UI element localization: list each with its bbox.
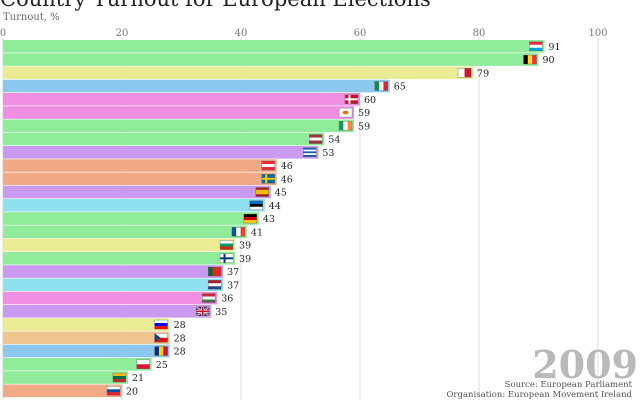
flag-icon <box>106 386 121 396</box>
bar-value-label: 37 <box>227 280 239 291</box>
bar-value-label: 65 <box>394 82 406 93</box>
flag-icon <box>344 94 359 105</box>
bar-value-label: 90 <box>543 55 555 66</box>
bar-value-label: 59 <box>358 108 370 119</box>
flag-icon <box>201 293 216 303</box>
bar-value-label: 35 <box>215 307 227 318</box>
bar-france <box>3 225 247 239</box>
bar-italy <box>3 79 390 93</box>
flag-icon <box>261 174 275 184</box>
year-label: 2009 <box>532 342 638 387</box>
x-tick-label: 80 <box>473 28 486 39</box>
bar-value-label: 39 <box>239 254 251 265</box>
flag-icon <box>231 227 246 237</box>
flag-icon <box>154 319 168 330</box>
bar-value-label: 36 <box>221 294 233 305</box>
bar-portugal <box>3 265 224 278</box>
bar-value-label: 28 <box>174 320 186 331</box>
flag-icon <box>457 68 472 78</box>
bar-value-label: 60 <box>364 95 376 106</box>
bar-denmark <box>3 93 360 106</box>
bar-united-kingdom <box>3 305 212 318</box>
bar-value-label: 41 <box>251 227 263 238</box>
bar-value-label: 37 <box>227 267 239 278</box>
bar-value-label: 46 <box>281 174 293 185</box>
bar-value-label: 59 <box>358 121 370 132</box>
bar-luxembourg <box>3 40 545 53</box>
flag-icon <box>112 372 127 383</box>
chart-title: Country Turnout for European Elections <box>0 0 431 11</box>
bar-cyprus <box>3 106 355 119</box>
bar-belgium <box>3 53 539 66</box>
bar-malta <box>3 66 474 80</box>
bar-value-label: 21 <box>132 373 144 384</box>
bar-romania <box>3 344 170 358</box>
bar-greece <box>3 146 319 159</box>
flag-icon <box>207 266 222 277</box>
bar-value-label: 28 <box>174 333 186 344</box>
bar-value-label: 20 <box>126 386 138 397</box>
bar-hungary <box>3 291 218 305</box>
flag-icon <box>207 280 222 290</box>
bar-value-label: 28 <box>174 347 186 358</box>
flag-icon <box>338 121 353 131</box>
bar-germany <box>3 212 259 225</box>
flag-icon <box>374 81 388 91</box>
flag-icon <box>338 107 353 118</box>
flag-icon <box>249 200 264 211</box>
bar-value-label: 54 <box>328 135 340 146</box>
source-note: Source: European Parliament <box>504 380 632 390</box>
bar-bulgaria <box>3 238 236 252</box>
flag-icon <box>309 134 323 144</box>
flag-icon <box>255 187 269 197</box>
bar-value-label: 39 <box>239 241 251 252</box>
bar-slovenia <box>3 318 170 331</box>
bar-netherlands <box>3 278 224 292</box>
bar-ireland <box>3 119 355 133</box>
flag-icon <box>243 213 258 224</box>
bar-sweden <box>3 172 277 186</box>
bar-value-label: 43 <box>263 214 275 225</box>
bar-poland <box>3 358 152 371</box>
flag-icon <box>219 240 234 250</box>
flag-icon <box>523 54 537 65</box>
x-tick-label: 40 <box>235 28 248 39</box>
x-tick-label: 100 <box>588 28 607 39</box>
flag-icon <box>529 41 543 51</box>
bar-austria <box>3 159 277 172</box>
bar-value-label: 45 <box>275 188 287 199</box>
bar-latvia <box>3 132 325 146</box>
bar-value-label: 46 <box>281 161 293 172</box>
x-tick-label: 60 <box>354 28 367 39</box>
flag-icon <box>303 147 317 158</box>
bar-slovakia <box>3 384 122 398</box>
flag-icon <box>261 160 275 171</box>
bar-finland <box>3 252 236 265</box>
x-axis-title: Turnout, % <box>3 12 60 23</box>
bar-value-label: 25 <box>156 360 168 371</box>
flag-icon <box>136 359 150 369</box>
bar-lithuania <box>3 371 128 384</box>
bar-spain <box>3 185 271 199</box>
flag-icon <box>219 253 234 264</box>
bar-value-label: 44 <box>269 201 281 212</box>
flag-icon <box>195 306 210 317</box>
flag-icon <box>154 346 168 356</box>
x-tick-label: 20 <box>116 28 129 39</box>
bar-estonia <box>3 199 265 212</box>
flag-icon <box>154 333 168 343</box>
x-tick-label: 0 <box>0 28 6 39</box>
bar-value-label: 79 <box>477 68 489 79</box>
organisation-note: Organisation: European Movement Ireland <box>446 390 632 400</box>
bar-value-label: 53 <box>322 148 334 159</box>
bar-czech-republic <box>3 331 170 345</box>
bar-value-label: 91 <box>548 42 560 53</box>
